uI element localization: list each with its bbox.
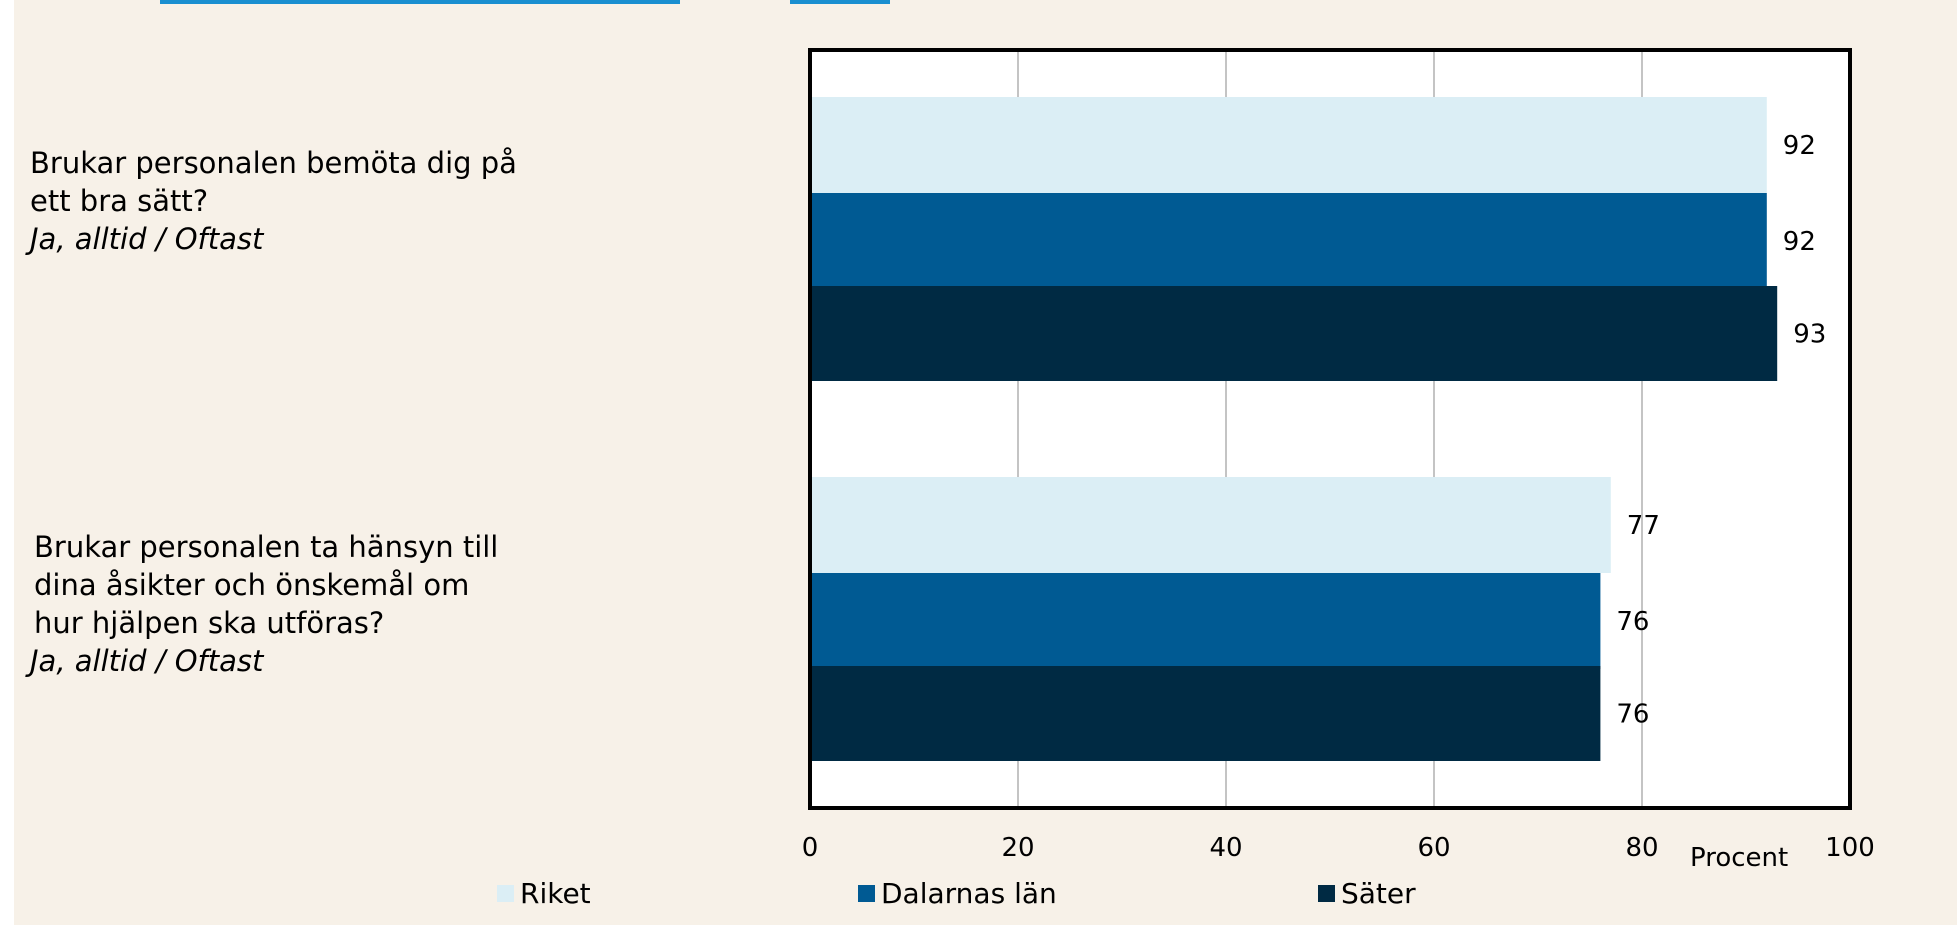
category-2-sub: Ja, alltid / Oftast	[30, 644, 264, 678]
category-2-line-1: Brukar personalen ta hänsyn till	[34, 530, 499, 564]
bar-1-cat-1	[810, 97, 1767, 193]
data-label: 93	[1793, 320, 1826, 350]
bar-2-cat-2	[810, 573, 1601, 669]
category-1-line-2: ett bra sätt?	[30, 184, 209, 218]
category-label-2: Brukar personalen ta hänsyn till dina ås…	[30, 528, 594, 680]
category-1-line-1: Brukar personalen bemöta dig på	[30, 146, 517, 180]
x-tick-label: 60	[1417, 833, 1450, 863]
legend-item-riket: Riket	[497, 876, 591, 910]
x-tick-label: 80	[1625, 833, 1658, 863]
x-axis-label: Procent	[1690, 843, 1789, 873]
data-label: 92	[1783, 131, 1816, 161]
x-tick-label: 20	[1001, 833, 1034, 863]
legend-item-dalarnas-lan: Dalarnas län	[858, 876, 1057, 910]
category-2-line-3: hur hjälpen ska utföras?	[34, 606, 385, 640]
legend-swatch-riket	[497, 884, 514, 902]
legend-label-dalarnas-lan: Dalarnas län	[881, 876, 1057, 910]
legend-label-sater: Säter	[1341, 876, 1416, 910]
x-tick-label: 0	[802, 833, 819, 863]
data-label: 76	[1616, 607, 1649, 637]
x-tick-label: 100	[1825, 833, 1875, 863]
bar-3-cat-1	[810, 286, 1778, 381]
data-label: 76	[1616, 700, 1649, 730]
bar-2-cat-1	[810, 193, 1767, 289]
bar-1-cat-2	[810, 477, 1611, 573]
category-1-sub: Ja, alltid / Oftast	[30, 222, 264, 256]
legend-label-riket: Riket	[520, 876, 591, 910]
legend-item-sater: Säter	[1318, 876, 1416, 910]
category-2-line-2: dina åsikter och önskemål om	[34, 568, 470, 602]
data-label: 77	[1627, 511, 1660, 541]
x-tick-label: 40	[1209, 833, 1242, 863]
title-accent-line-left	[160, 0, 680, 4]
legend-swatch-dalarnas-lan	[858, 884, 875, 902]
data-label: 92	[1783, 227, 1816, 257]
category-label-1: Brukar personalen bemöta dig på ett bra …	[30, 144, 590, 258]
legend-swatch-sater	[1318, 884, 1335, 902]
title-accent-line-right	[790, 0, 890, 4]
plot-frame	[808, 48, 1852, 810]
bar-3-cat-2	[810, 666, 1601, 761]
